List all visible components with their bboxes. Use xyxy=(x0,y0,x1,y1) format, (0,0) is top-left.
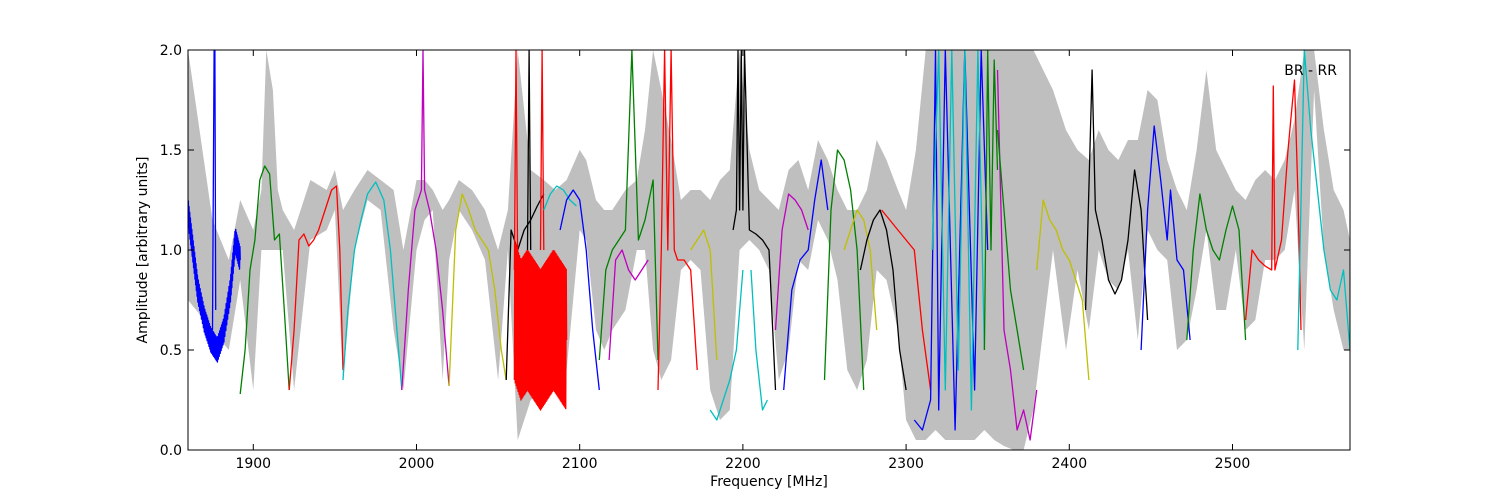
series-line-7 xyxy=(448,193,507,387)
series-line-36 xyxy=(1186,193,1247,341)
series-line-34 xyxy=(1084,69,1149,321)
series-group xyxy=(188,50,1350,441)
y-tick-label: 1.5 xyxy=(160,143,182,159)
series-line-10 xyxy=(513,50,519,271)
series-line-37 xyxy=(1244,79,1302,331)
x-tick-label: 2200 xyxy=(725,456,761,472)
y-axis-label: Amplitude [arbitrary units] xyxy=(135,157,151,344)
x-tick-label: 1900 xyxy=(235,456,271,472)
series-line-6 xyxy=(401,50,450,391)
series-line-38 xyxy=(1297,50,1350,351)
series-line-21 xyxy=(750,269,768,411)
series-line-12 xyxy=(539,50,545,251)
series-line-9 xyxy=(513,240,568,411)
series-line-20 xyxy=(732,50,777,391)
series-line-26 xyxy=(859,209,907,391)
series-line-8 xyxy=(505,193,545,381)
series-line-19 xyxy=(709,269,744,421)
y-axis: 0.0 0.5 1.0 1.5 2.0 xyxy=(160,43,1350,459)
series-line-22 xyxy=(774,193,809,331)
x-tick-label: 2100 xyxy=(562,456,598,472)
x-tick-label: 2400 xyxy=(1051,456,1087,472)
series-line-17 xyxy=(657,50,698,391)
series-line-14 xyxy=(559,189,600,391)
series-line-33 xyxy=(1036,199,1090,381)
y-tick-label: 0.5 xyxy=(160,343,182,359)
series-line-18 xyxy=(690,229,718,361)
series-line-4 xyxy=(288,185,344,391)
series-line-31 xyxy=(996,69,1038,441)
series-line-13 xyxy=(543,185,577,211)
series-line-3 xyxy=(239,165,290,395)
series-line-27 xyxy=(881,209,932,391)
series-line-15 xyxy=(598,50,659,361)
x-tick-label: 2000 xyxy=(399,456,435,472)
series-line-32 xyxy=(996,129,1025,371)
series-line-11 xyxy=(526,50,532,251)
x-tick-label: 2300 xyxy=(888,456,924,472)
series-line-30 xyxy=(983,50,999,351)
series-line-35 xyxy=(1140,125,1191,351)
series-line-29 xyxy=(931,50,986,411)
series-line-23 xyxy=(783,159,829,391)
series-line-1 xyxy=(188,200,241,363)
series-line-24 xyxy=(823,149,865,391)
y-tick-label: 2.0 xyxy=(160,43,182,59)
x-axis-label: Frequency [MHz] xyxy=(710,474,828,490)
y-tick-label: 1.0 xyxy=(160,243,182,259)
series-line-2 xyxy=(211,50,217,331)
series-line-16 xyxy=(608,249,649,361)
x-tick-label: 2500 xyxy=(1215,456,1251,472)
x-axis: 1900 2000 2100 2200 2300 2400 2500 xyxy=(235,50,1250,472)
series-line-5 xyxy=(342,181,403,391)
series-line-25 xyxy=(843,209,878,331)
y-tick-label: 0.0 xyxy=(160,443,182,459)
chart-annotation: BR - RR xyxy=(1284,63,1337,79)
series-line-28 xyxy=(913,50,989,431)
plot-area xyxy=(188,50,1350,450)
